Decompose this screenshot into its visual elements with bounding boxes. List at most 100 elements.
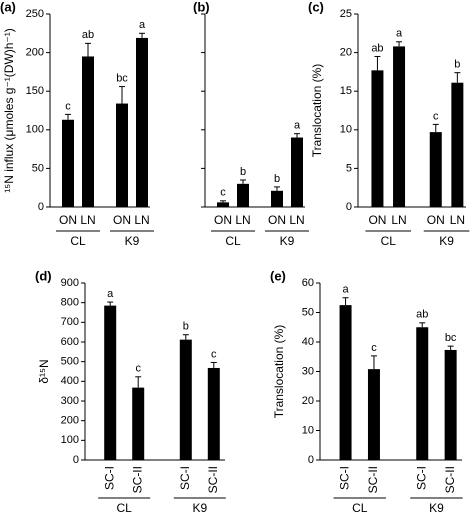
y-tick-label: 50 bbox=[302, 306, 314, 318]
x-tick-label: SC-II bbox=[443, 466, 457, 493]
x-tick-label: LN bbox=[134, 213, 149, 227]
bar bbox=[217, 202, 229, 207]
bar bbox=[339, 305, 352, 460]
bar bbox=[82, 56, 94, 208]
y-tick-label: 500 bbox=[61, 356, 79, 368]
y-tick-label: 5 bbox=[346, 162, 352, 174]
x-tick-label: LN bbox=[391, 213, 406, 227]
significance-letter: b bbox=[240, 166, 246, 178]
x-tick-label: ON bbox=[427, 213, 445, 227]
group-label: K9 bbox=[439, 234, 454, 248]
y-tick-label: 150 bbox=[26, 85, 44, 97]
panel-label: (d) bbox=[35, 268, 52, 283]
y-tick-label: 10 bbox=[340, 124, 352, 136]
bar bbox=[116, 103, 128, 207]
y-tick-label: 60 bbox=[302, 277, 314, 289]
y-tick-label: 300 bbox=[61, 395, 79, 407]
group-label: K9 bbox=[280, 234, 295, 248]
significance-letter: a bbox=[294, 120, 301, 132]
y-tick-label: 25 bbox=[340, 8, 352, 20]
significance-letter: c bbox=[220, 187, 226, 199]
panel-label: (a) bbox=[0, 0, 16, 14]
x-tick-label: SC-II bbox=[130, 466, 144, 493]
group-label: CL bbox=[381, 234, 397, 248]
bar bbox=[136, 37, 148, 207]
x-tick-label: SC-I bbox=[338, 466, 352, 490]
bar bbox=[132, 387, 145, 460]
y-tick-label: 800 bbox=[61, 297, 79, 309]
group-label: CL bbox=[352, 501, 368, 515]
panel-label: (e) bbox=[270, 268, 286, 283]
x-tick-label: SC-I bbox=[414, 466, 428, 490]
bar bbox=[451, 82, 464, 207]
y-tick-label: 30 bbox=[302, 365, 314, 377]
significance-letter: bc bbox=[116, 72, 128, 84]
x-tick-label: SC-I bbox=[102, 466, 116, 490]
significance-letter: b bbox=[183, 321, 189, 333]
x-tick-label: LN bbox=[450, 213, 465, 227]
significance-letter: ab bbox=[371, 42, 383, 54]
y-tick-label: 0 bbox=[38, 201, 44, 213]
y-tick-label: 50 bbox=[32, 162, 44, 174]
y-tick-label: 0 bbox=[308, 454, 314, 466]
x-tick-label: ON bbox=[214, 213, 232, 227]
bar bbox=[429, 132, 442, 207]
x-tick-label: SC-I bbox=[178, 466, 192, 490]
significance-letter: b bbox=[274, 173, 280, 185]
y-tick-label: 250 bbox=[26, 8, 44, 20]
y-axis-label: δ¹⁵N bbox=[37, 359, 51, 383]
x-tick-label: SC-II bbox=[366, 466, 380, 493]
y-tick-label: 20 bbox=[340, 47, 352, 59]
significance-letter: ab bbox=[416, 309, 428, 321]
y-tick-label: 600 bbox=[61, 336, 79, 348]
group-label: CL bbox=[70, 234, 86, 248]
significance-letter: c bbox=[211, 348, 217, 360]
bar bbox=[104, 305, 117, 460]
bar bbox=[416, 327, 429, 460]
y-axis-label: Translocation (%) bbox=[272, 325, 286, 419]
bar bbox=[207, 367, 220, 460]
bar bbox=[271, 190, 283, 207]
significance-letter: a bbox=[342, 284, 349, 296]
y-tick-label: 40 bbox=[302, 336, 314, 348]
bar bbox=[367, 369, 380, 460]
x-tick-label: ON bbox=[268, 213, 286, 227]
y-tick-label: 10 bbox=[302, 424, 314, 436]
significance-letter: c bbox=[135, 363, 141, 375]
x-tick-label: LN bbox=[80, 213, 95, 227]
panel-label: (b) bbox=[193, 0, 210, 14]
y-axis-label: ¹⁵N influx (μmoles g⁻¹(DW)h⁻¹) bbox=[2, 28, 16, 193]
y-axis-label: Translocation (%) bbox=[310, 64, 324, 158]
bar bbox=[179, 339, 192, 460]
y-tick-label: 20 bbox=[302, 395, 314, 407]
significance-letter: ab bbox=[82, 29, 94, 41]
x-tick-label: LN bbox=[289, 213, 304, 227]
significance-letter: c bbox=[371, 342, 377, 354]
significance-letter: c bbox=[65, 100, 71, 112]
y-tick-label: 0 bbox=[73, 454, 79, 466]
x-tick-label: LN bbox=[235, 213, 250, 227]
bar bbox=[444, 349, 457, 460]
bar bbox=[371, 70, 384, 207]
bar bbox=[291, 137, 303, 207]
x-tick-label: ON bbox=[113, 213, 131, 227]
group-label: K9 bbox=[429, 501, 444, 515]
x-tick-label: ON bbox=[368, 213, 386, 227]
y-tick-label: 200 bbox=[26, 47, 44, 59]
y-tick-label: 200 bbox=[61, 415, 79, 427]
x-tick-label: SC-II bbox=[206, 466, 220, 493]
group-label: K9 bbox=[192, 501, 207, 515]
significance-letter: bc bbox=[445, 332, 457, 344]
group-label: CL bbox=[225, 234, 241, 248]
y-tick-label: 100 bbox=[61, 434, 79, 446]
group-label: K9 bbox=[125, 234, 140, 248]
significance-letter: c bbox=[433, 110, 439, 122]
y-tick-label: 700 bbox=[61, 316, 79, 328]
significance-letter: a bbox=[139, 19, 146, 31]
bar bbox=[237, 183, 249, 207]
group-label: CL bbox=[117, 501, 133, 515]
panel-label: (c) bbox=[308, 0, 324, 14]
significance-letter: a bbox=[396, 28, 403, 40]
